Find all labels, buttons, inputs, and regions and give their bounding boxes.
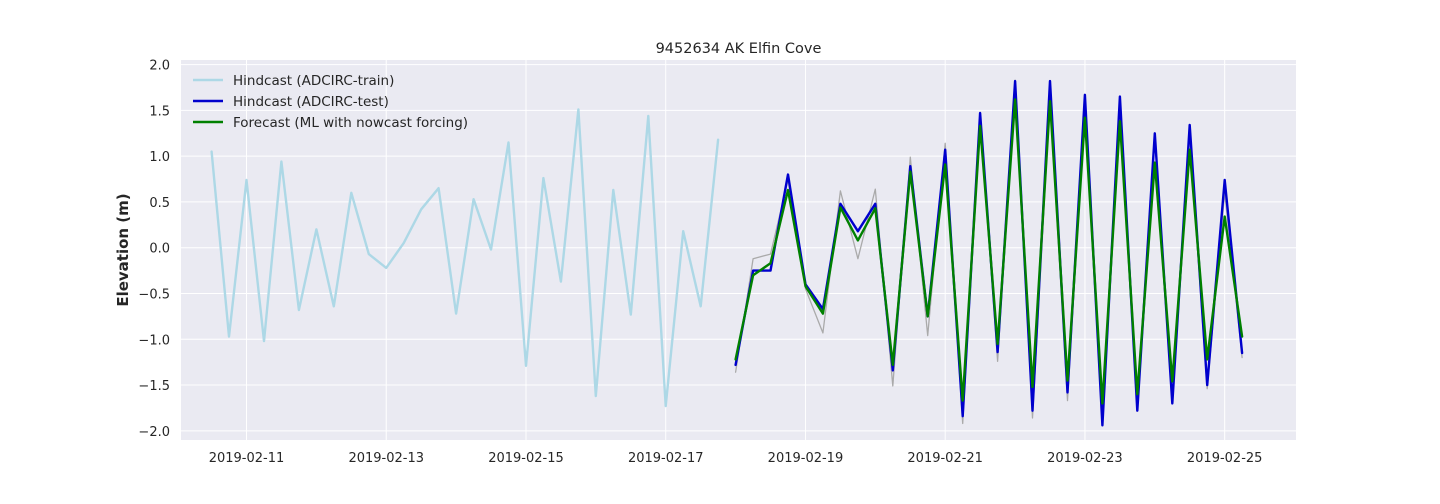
legend-label: Hindcast (ADCIRC-test) (233, 94, 389, 110)
legend: Hindcast (ADCIRC-train) Hindcast (ADCIRC-… (193, 73, 468, 131)
y-axis-label: Elevation (m) (114, 193, 132, 306)
y-tick-label: 1.0 (149, 150, 170, 165)
x-tick-label: 2019-02-15 (488, 451, 564, 466)
series-layer (210, 79, 1244, 427)
x-tick-label: 2019-02-23 (1047, 451, 1123, 466)
x-tick-label: 2019-02-17 (628, 451, 704, 466)
series-line-3 (734, 98, 1244, 405)
chart-title: 9452634 AK Elfin Cove (656, 41, 822, 57)
x-tick-label: 2019-02-13 (348, 451, 424, 466)
legend-label: Hindcast (ADCIRC-train) (233, 73, 394, 89)
x-tick-label: 2019-02-21 (907, 451, 983, 466)
y-tick-label: 0.0 (149, 242, 170, 257)
y-tick-label: 2.0 (149, 59, 170, 74)
y-tick-label: 1.5 (149, 104, 170, 119)
x-tick-label: 2019-02-19 (768, 451, 844, 466)
legend-label: Forecast (ML with nowcast forcing) (233, 115, 468, 131)
x-tick-label: 2019-02-25 (1187, 451, 1263, 466)
y-tick-label: −0.5 (138, 287, 170, 302)
y-tick-label: −1.0 (138, 333, 170, 348)
y-tick-label: −2.0 (138, 425, 170, 440)
y-tick-label: 0.5 (149, 196, 170, 211)
y-tick-label: −1.5 (138, 379, 170, 394)
x-tick-label: 2019-02-11 (209, 451, 285, 466)
tick-labels: 2.0 1.5 1.0 0.5 0.0 −0.5 −1.0 −1.5 −2.0 2019-02-1… (138, 59, 1262, 466)
series-line-0 (210, 108, 720, 408)
